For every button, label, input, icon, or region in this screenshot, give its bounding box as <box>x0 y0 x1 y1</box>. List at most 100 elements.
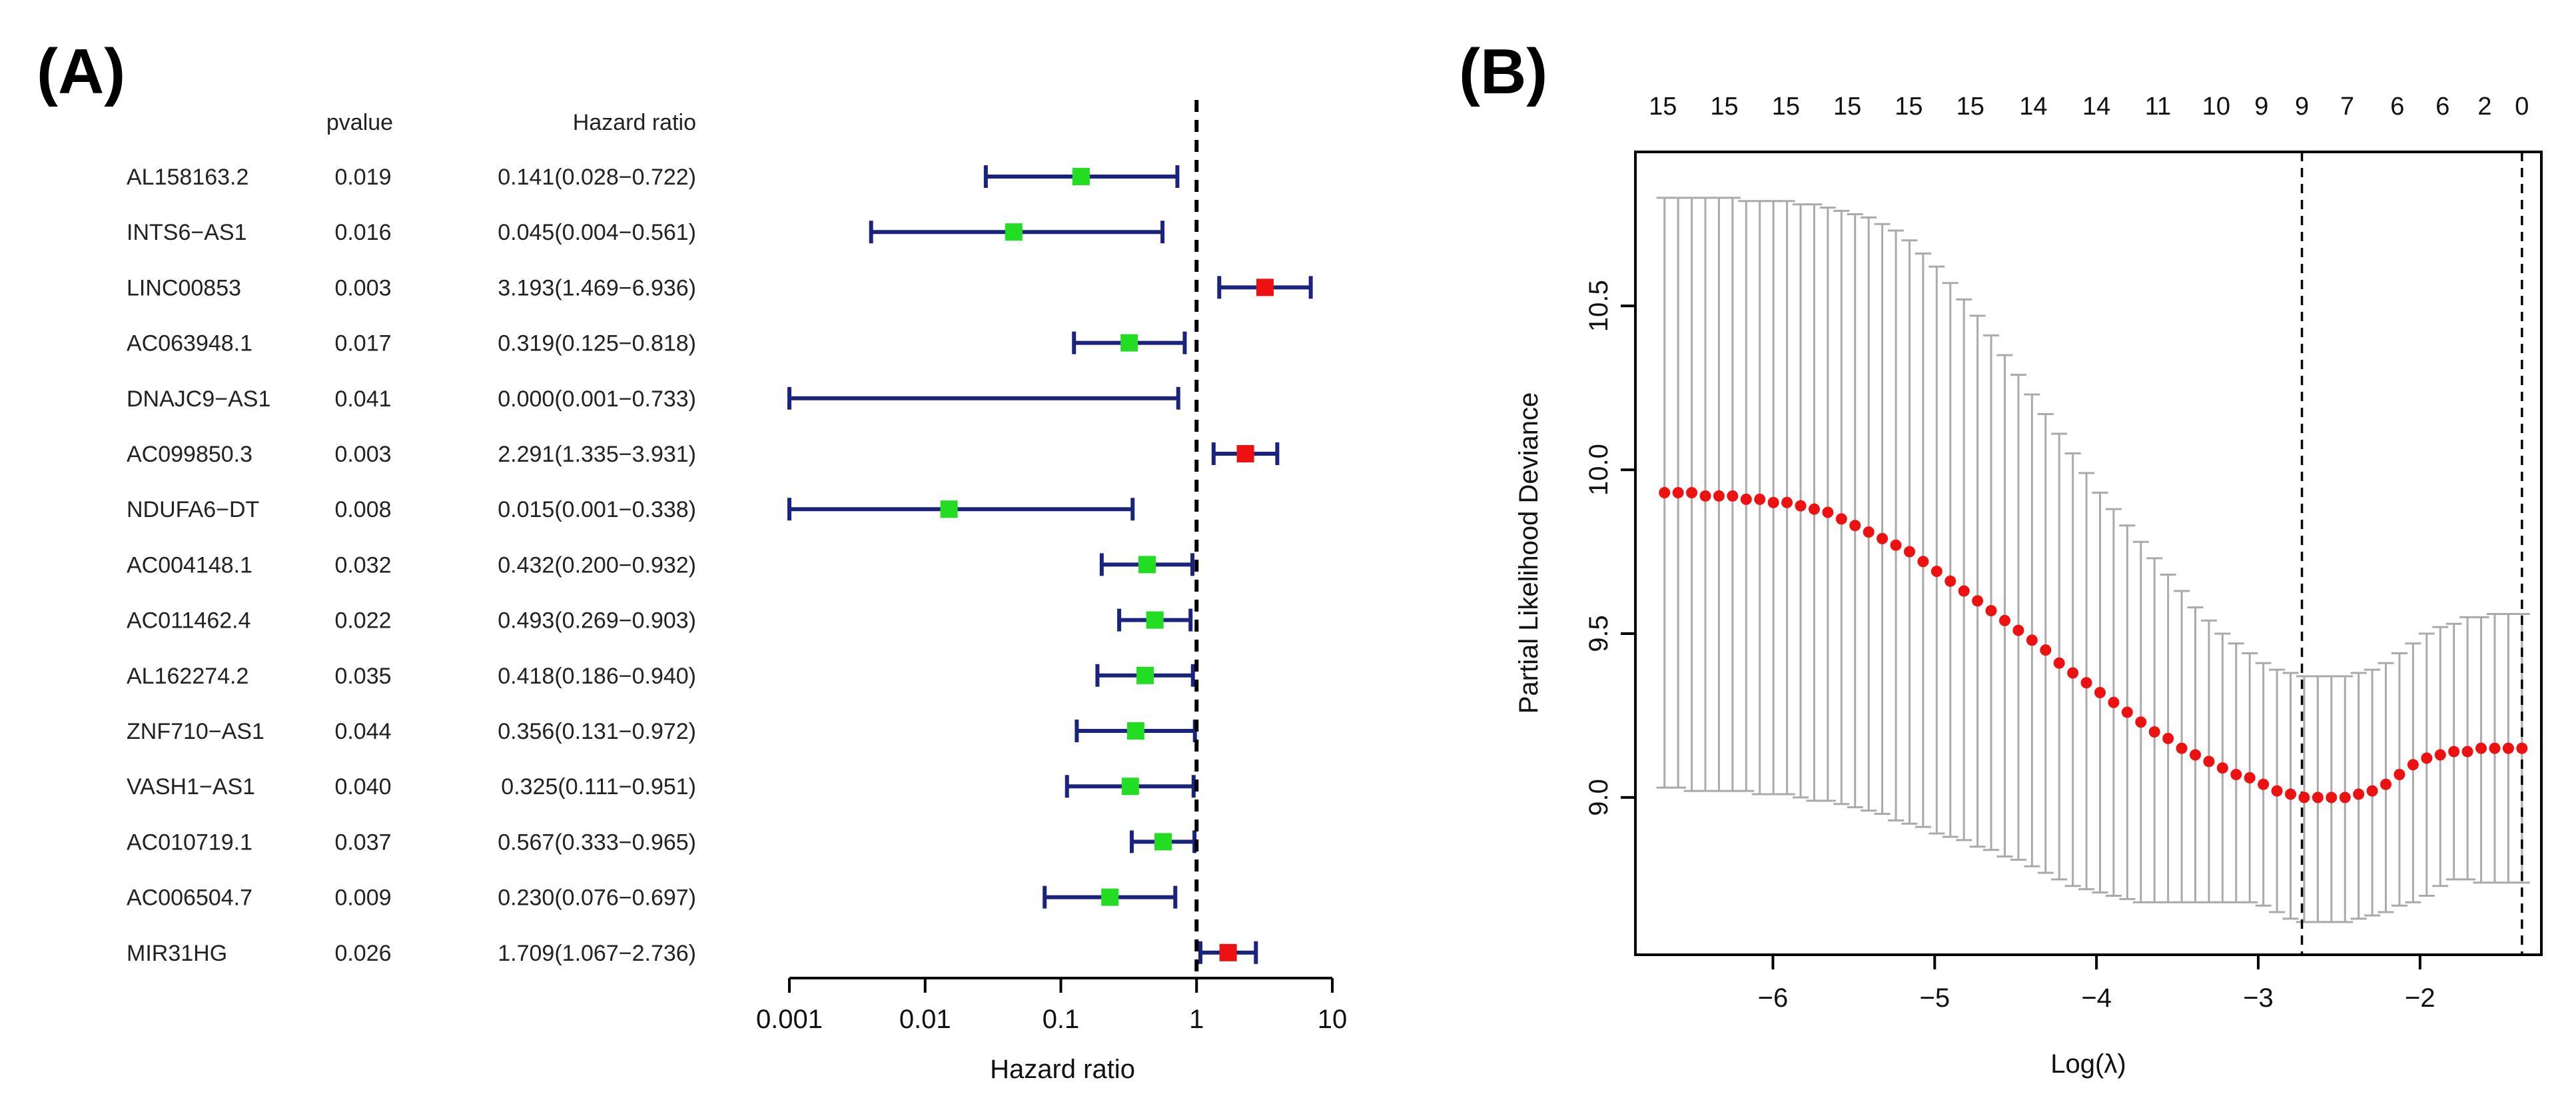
deviance-point <box>2475 742 2487 754</box>
pvalue-value: 0.019 <box>334 165 391 190</box>
pvalue-value: 0.017 <box>334 331 391 356</box>
pvalue-value: 0.032 <box>334 552 391 578</box>
pvalue-value: 0.022 <box>334 608 391 634</box>
gene-label: AC006504.7 <box>127 885 252 911</box>
deviance-point <box>2271 785 2283 797</box>
deviance-point <box>2040 644 2052 656</box>
deviance-point <box>2230 768 2242 780</box>
deviance-point <box>2108 696 2120 708</box>
deviance-point <box>2393 768 2405 780</box>
lasso-top-axis: 15 15 15 15 15 15 14 14 11 10 9 9 7 6 6 2 0 <box>1649 93 2529 121</box>
deviance-point <box>1863 526 1875 538</box>
forest-x-tick-label: 0.01 <box>899 1005 951 1034</box>
deviance-point <box>1781 496 1793 508</box>
lasso-y-axis-label: Partial Likelihood Deviance <box>1514 392 1543 714</box>
gene-label: MIR31HG <box>127 941 227 966</box>
lasso-top-tick-label: 15 <box>1833 93 1861 121</box>
hazard-ratio-value: 1.709(1.067−2.736) <box>498 941 696 966</box>
lasso-y-axis: 9.0 9.5 10.0 10.5 <box>1584 280 1635 816</box>
hazard-ratio-value: 0.045(0.004−0.561) <box>498 220 696 245</box>
forest-x-axis: 0.001 0.01 0.1 1 10 <box>756 977 1348 1034</box>
gene-label: DNAJC9−AS1 <box>127 386 270 412</box>
deviance-point <box>1727 490 1739 502</box>
deviance-point <box>2285 788 2297 800</box>
pvalue-value: 0.009 <box>334 885 391 911</box>
forest-x-tick-label: 0.1 <box>1043 1005 1080 1034</box>
forest-rows: AL158163.2 0.019 0.141(0.028−0.722) INTS6−A… <box>127 165 696 966</box>
deviance-point <box>2121 706 2133 718</box>
deviance-point <box>1822 506 1834 518</box>
deviance-point <box>2148 726 2160 738</box>
deviance-point <box>2339 792 2351 804</box>
deviance-point <box>2366 785 2378 797</box>
lasso-top-tick-label: 2 <box>2477 93 2491 121</box>
deviance-point <box>1849 520 1861 532</box>
forest-x-tick-label: 1 <box>1189 1005 1204 1034</box>
forest-plot: pvalue Hazard ratio AL158163.2 0.019 0.141… <box>127 100 1347 1084</box>
hazard-ratio-header: Hazard ratio <box>573 110 696 135</box>
deviance-point <box>1795 500 1807 512</box>
deviance-point <box>2258 778 2270 790</box>
pvalue-value: 0.003 <box>334 442 391 467</box>
lasso-x-tick-label: −6 <box>1758 983 1789 1013</box>
deviance-point <box>1754 493 1766 505</box>
forest-x-axis-label: Hazard ratio <box>990 1055 1135 1084</box>
lasso-x-tick-label: −5 <box>1919 983 1950 1013</box>
gene-label: AC011462.4 <box>127 608 251 634</box>
pvalue-value: 0.003 <box>334 275 391 300</box>
gene-label: AL158163.2 <box>127 165 248 190</box>
hazard-ratio-marker <box>1005 223 1023 241</box>
hazard-ratio-value: 0.356(0.131−0.972) <box>498 719 696 744</box>
hazard-ratio-value: 0.325(0.111−0.951) <box>501 774 696 800</box>
hazard-ratio-marker <box>1236 445 1254 462</box>
gene-label: AC063948.1 <box>127 331 252 356</box>
hazard-ratio-marker <box>1101 888 1119 906</box>
lasso-top-tick-label: 15 <box>1649 93 1677 121</box>
lasso-top-tick-label: 9 <box>2295 93 2309 121</box>
pvalue-header: pvalue <box>326 110 393 135</box>
lasso-top-tick-label: 15 <box>1895 93 1923 121</box>
lasso-top-tick-label: 14 <box>2082 93 2110 121</box>
deviance-point <box>2135 716 2147 728</box>
deviance-point <box>2026 634 2038 646</box>
deviance-point <box>1944 575 1956 587</box>
pvalue-value: 0.008 <box>334 497 391 522</box>
lasso-top-tick-label: 10 <box>2202 93 2230 121</box>
pvalue-value: 0.035 <box>334 664 391 689</box>
lasso-top-tick-label: 15 <box>1772 93 1800 121</box>
deviance-point <box>1985 605 1997 617</box>
forest-x-tick-label: 10 <box>1318 1005 1348 1034</box>
deviance-point <box>2502 742 2514 754</box>
lasso-top-tick-label: 15 <box>1710 93 1738 121</box>
deviance-point <box>1890 539 1902 551</box>
hazard-ratio-value: 0.015(0.001−0.338) <box>498 497 696 522</box>
lasso-reference-lines <box>2300 152 2523 955</box>
lasso-top-tick-label: 9 <box>2254 93 2268 121</box>
gene-label: AC099850.3 <box>127 442 252 467</box>
lasso-error-bars <box>1656 197 2530 923</box>
hazard-ratio-value: 0.493(0.269−0.903) <box>498 608 696 634</box>
deviance-point <box>2053 657 2065 669</box>
deviance-point <box>2067 667 2079 679</box>
deviance-point <box>1903 546 1915 558</box>
hazard-ratio-value: 0.418(0.186−0.940) <box>498 664 696 689</box>
gene-label: ZNF710−AS1 <box>127 719 264 744</box>
gene-label: INTS6−AS1 <box>127 220 246 245</box>
deviance-point <box>1877 532 1889 544</box>
deviance-point <box>2434 749 2446 761</box>
hazard-ratio-marker <box>1121 778 1139 796</box>
hazard-ratio-marker <box>1072 168 1090 185</box>
lasso-plot-frame <box>1634 151 2543 956</box>
lasso-y-tick-label: 10.5 <box>1584 280 1613 332</box>
deviance-point <box>2176 742 2188 754</box>
panel-b-label: (B) <box>1459 36 1547 107</box>
deviance-point <box>1767 496 1779 508</box>
lasso-x-axis: −6 −5 −4 −3 −2 <box>1758 953 2435 1013</box>
hazard-ratio-marker <box>1154 833 1172 851</box>
hazard-ratio-marker <box>1219 943 1237 961</box>
forest-plot-area <box>787 100 1313 978</box>
hazard-ratio-marker <box>1120 334 1138 352</box>
deviance-point <box>2244 772 2256 784</box>
deviance-point <box>2353 788 2365 800</box>
